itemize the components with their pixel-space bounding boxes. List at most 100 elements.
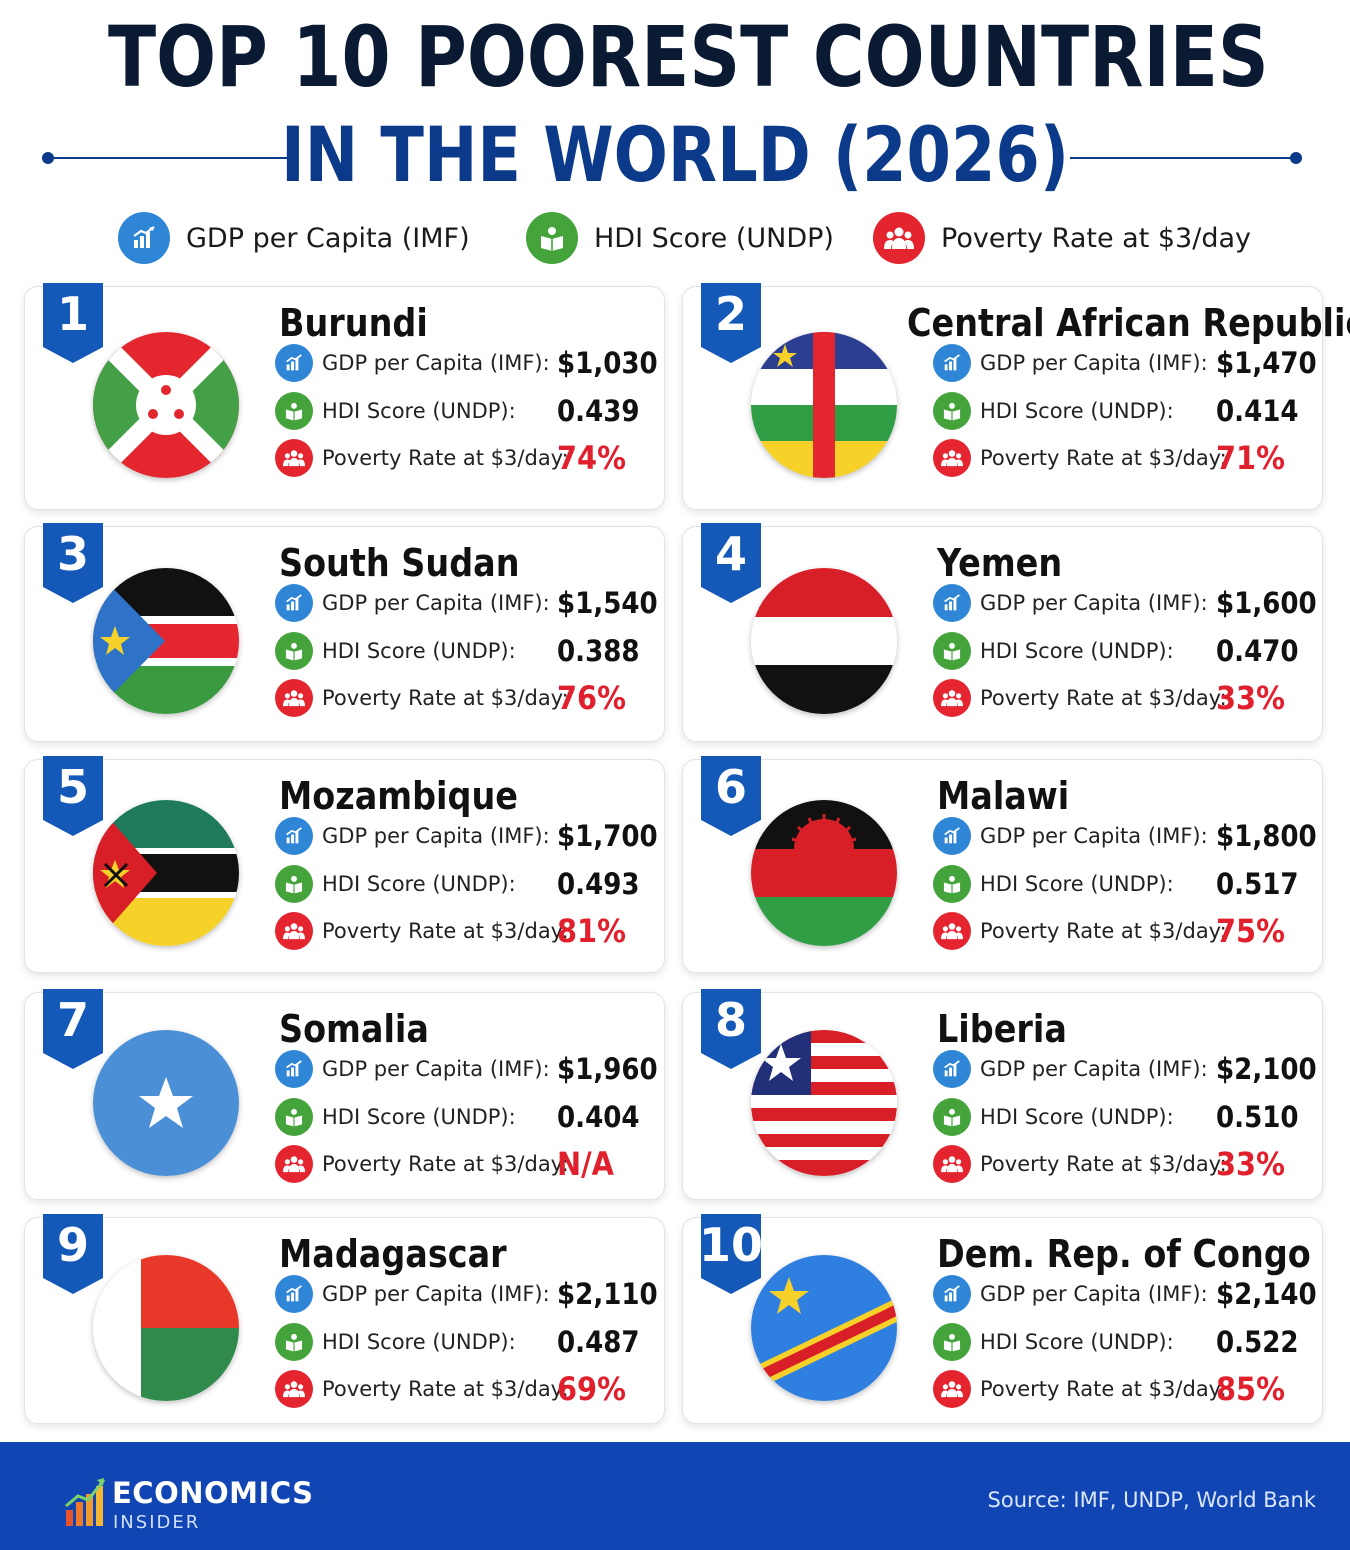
liberia-flag <box>751 1030 897 1176</box>
country-card: 10 Dem. Rep. of Congo GDP per Capita (IM… <box>682 1214 1323 1424</box>
hdi-row: HDI Score (UNDP): 0.487 <box>275 1322 640 1362</box>
brand-subname: INSIDER <box>113 1512 201 1533</box>
people-group-icon <box>933 439 971 477</box>
people-group-icon <box>933 679 971 717</box>
poverty-label: Poverty Rate at $3/day: <box>980 1377 1227 1401</box>
country-card: 4 Yemen GDP per Capita (IMF): $1,600 HDI… <box>682 523 1323 742</box>
country-card: 2 Central African Republic GDP per Capit… <box>682 283 1350 510</box>
people-group-icon <box>275 912 313 950</box>
burundi-flag <box>93 332 239 478</box>
hdi-value: 0.517 <box>1216 867 1299 901</box>
hdi-value: 0.439 <box>557 394 640 428</box>
gdp-row: GDP per Capita (IMF): $2,100 <box>933 1049 1317 1089</box>
poverty-row: Poverty Rate at $3/day: 71% <box>933 438 1285 478</box>
hdi-value: 0.487 <box>557 1325 640 1359</box>
poverty-row: Poverty Rate at $3/day: 74% <box>275 438 626 478</box>
divider-left <box>54 157 292 159</box>
divider-dot-left <box>42 152 54 164</box>
poverty-value: 71% <box>1216 439 1285 477</box>
rank-badge: 2 <box>701 283 761 365</box>
rank-badge: 3 <box>43 523 103 605</box>
open-book-icon <box>275 1098 313 1136</box>
legend-hdi: HDI Score (UNDP) <box>526 212 834 264</box>
rank-badge: 8 <box>701 989 761 1071</box>
rank-badge: 5 <box>43 756 103 838</box>
hdi-value: 0.493 <box>557 867 640 901</box>
brand-name: ECONOMICS <box>112 1476 314 1510</box>
open-book-icon <box>275 392 313 430</box>
page-title: TOP 10 POOREST COUNTRIES <box>108 8 1269 106</box>
hdi-label: HDI Score (UNDP): <box>980 1330 1174 1354</box>
gdp-value: $1,800 <box>1216 819 1317 853</box>
rank-number: 3 <box>56 527 89 581</box>
gdp-row: GDP per Capita (IMF): $1,030 <box>275 343 658 383</box>
poverty-row: Poverty Rate at $3/day: N/A <box>275 1144 614 1184</box>
country-name: Dem. Rep. of Congo <box>937 1232 1311 1276</box>
country-card: 1 Burundi GDP per Capita (IMF): $1,030 H… <box>24 283 665 510</box>
poverty-row: Poverty Rate at $3/day: 85% <box>933 1369 1285 1409</box>
legend-poverty-label: Poverty Rate at $3/day <box>941 222 1251 254</box>
hdi-value: 0.470 <box>1216 634 1299 668</box>
hdi-value: 0.388 <box>557 634 640 668</box>
rank-number: 7 <box>56 993 89 1047</box>
open-book-icon <box>933 1323 971 1361</box>
poverty-label: Poverty Rate at $3/day: <box>980 446 1227 470</box>
rank-number: 1 <box>56 287 89 341</box>
rank-number: 5 <box>56 760 89 814</box>
legend-gdp: GDP per Capita (IMF) <box>118 212 470 264</box>
hdi-row: HDI Score (UNDP): 0.510 <box>933 1097 1299 1137</box>
rank-badge: 4 <box>701 523 761 605</box>
poverty-label: Poverty Rate at $3/day: <box>980 1152 1227 1176</box>
rank-number: 6 <box>714 760 747 814</box>
divider-right <box>1070 157 1292 159</box>
bar-chart-icon <box>933 1275 971 1313</box>
open-book-icon <box>275 865 313 903</box>
yemen-flag <box>751 568 897 714</box>
bar-chart-icon <box>275 344 313 382</box>
poverty-value: 85% <box>1216 1370 1285 1408</box>
rank-badge: 7 <box>43 989 103 1071</box>
poverty-value: N/A <box>557 1145 614 1183</box>
poverty-row: Poverty Rate at $3/day: 33% <box>933 1144 1285 1184</box>
gdp-row: GDP per Capita (IMF): $2,140 <box>933 1274 1317 1314</box>
mozambique-flag <box>93 800 239 946</box>
gdp-label: GDP per Capita (IMF): <box>980 351 1208 375</box>
country-name: Yemen <box>937 541 1063 585</box>
gdp-value: $1,030 <box>557 346 658 380</box>
poverty-value: 76% <box>557 679 626 717</box>
country-card: 9 Madagascar GDP per Capita (IMF): $2,11… <box>24 1214 665 1424</box>
hdi-value: 0.510 <box>1216 1100 1299 1134</box>
page-subtitle: IN THE WORLD (2026) <box>281 110 1069 199</box>
country-name: Liberia <box>937 1007 1067 1051</box>
people-group-icon <box>933 1145 971 1183</box>
gdp-value: $2,110 <box>557 1277 658 1311</box>
open-book-icon <box>933 1098 971 1136</box>
source-text: Source: IMF, UNDP, World Bank <box>987 1488 1316 1512</box>
gdp-label: GDP per Capita (IMF): <box>980 1057 1208 1081</box>
poverty-value: 75% <box>1216 912 1285 950</box>
divider-dot-right <box>1290 152 1302 164</box>
dr-congo-flag <box>751 1255 897 1401</box>
gdp-label: GDP per Capita (IMF): <box>322 1057 550 1081</box>
bar-chart-icon <box>933 344 971 382</box>
south-sudan-flag <box>93 568 239 714</box>
country-card: 7 Somalia GDP per Capita (IMF): $1,960 H… <box>24 989 665 1200</box>
poverty-value: 33% <box>1216 679 1285 717</box>
country-card: 8 Liberia GDP per Capita (IMF): $2,100 H… <box>682 989 1323 1200</box>
people-group-icon <box>933 912 971 950</box>
poverty-row: Poverty Rate at $3/day: 76% <box>275 678 626 718</box>
country-card: 5 Mozambique GDP per Capita (IMF): $1,70… <box>24 756 665 973</box>
gdp-label: GDP per Capita (IMF): <box>980 591 1208 615</box>
poverty-value: 33% <box>1216 1145 1285 1183</box>
gdp-value: $1,540 <box>557 586 658 620</box>
rank-number: 8 <box>714 993 747 1047</box>
country-name: Somalia <box>279 1007 429 1051</box>
hdi-value: 0.522 <box>1216 1325 1299 1359</box>
growth-chart-logo-icon <box>65 1478 106 1526</box>
poverty-row: Poverty Rate at $3/day: 33% <box>933 678 1285 718</box>
hdi-label: HDI Score (UNDP): <box>322 1330 516 1354</box>
hdi-label: HDI Score (UNDP): <box>980 1105 1174 1129</box>
people-group-icon <box>275 1145 313 1183</box>
rank-badge: 9 <box>43 1214 103 1296</box>
gdp-label: GDP per Capita (IMF): <box>322 1282 550 1306</box>
